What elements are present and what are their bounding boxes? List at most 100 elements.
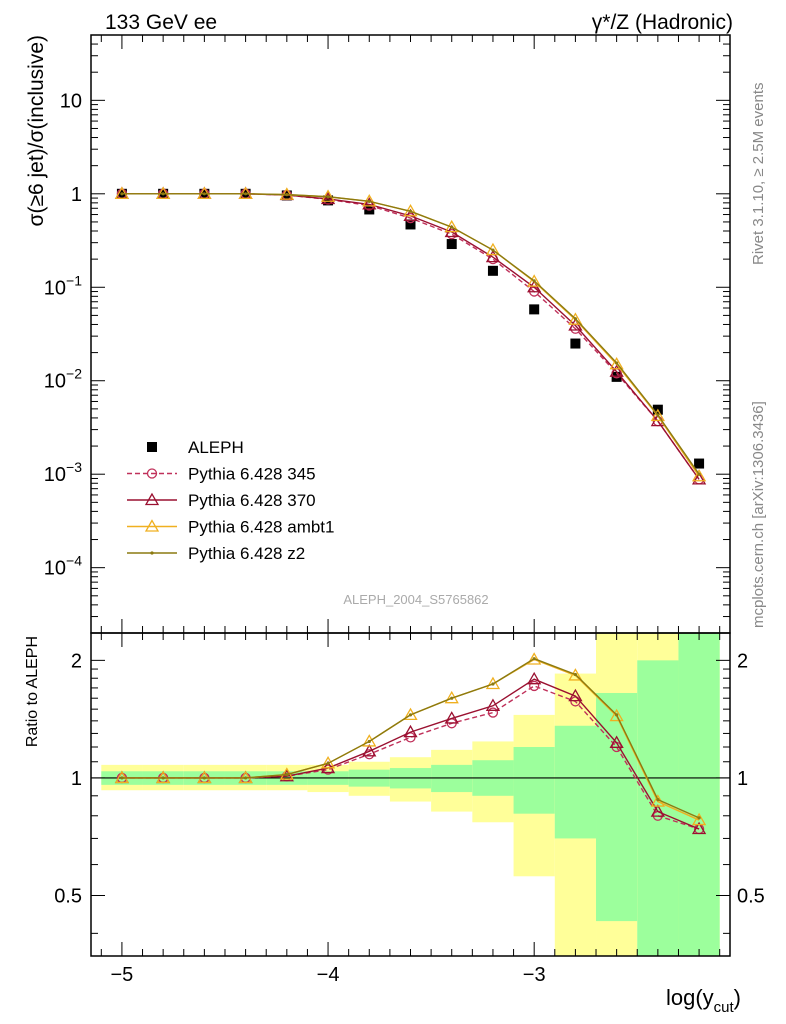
legend-marker-3 <box>144 519 160 532</box>
x-axis-label-sub: cut <box>714 999 735 1016</box>
ratio-point-3-5 <box>326 761 330 765</box>
main-point-4-13 <box>656 413 660 417</box>
legend-marker-2 <box>144 492 160 506</box>
ratio-point-2-0 <box>114 770 130 784</box>
legend-item-1: Pythia 6.428 345 <box>127 465 316 484</box>
ratio-point-3-9 <box>491 682 495 686</box>
ratio-point-1-13 <box>650 804 665 817</box>
main-point-4-9 <box>491 248 495 252</box>
main-point-2-9 <box>485 249 501 263</box>
main-series-3 <box>114 186 707 482</box>
main-ytick-label-2: 10−2 <box>44 366 82 393</box>
main-point-0-5 <box>323 195 334 206</box>
main-ytick-label-4: 1 <box>71 184 82 206</box>
legend: ALEPH Pythia 6.428 345 Pythia 6.428 370 Pyt… <box>127 438 334 563</box>
main-ytick-base: 10 <box>60 90 82 112</box>
legend-item-3: Pythia 6.428 ambt1 <box>127 518 334 537</box>
legend-label-0: ALEPH <box>188 438 244 457</box>
main-ytick-exponent: −2 <box>66 366 82 382</box>
band-inner-14 <box>678 633 720 956</box>
main-point-4-0 <box>120 192 124 196</box>
main-ytick-exponent: −1 <box>66 272 82 288</box>
legend-label-1: Pythia 6.428 345 <box>188 465 316 484</box>
main-series-0 <box>116 188 705 469</box>
ratio-ytick-label-right-0: 0.5 <box>737 886 765 908</box>
ratio-point-1-7 <box>403 724 418 738</box>
main-point-4-4 <box>285 193 289 197</box>
main-ytick-base: 10 <box>44 371 66 393</box>
ratio-ytick-label-left-0: 0.5 <box>54 886 82 908</box>
main-ytick-base: 10 <box>44 277 66 299</box>
ratio-point-3-7 <box>408 713 413 717</box>
ratio-point-3-2 <box>202 776 206 780</box>
main-point-0-8 <box>446 239 457 250</box>
analysis-id-label: ALEPH_2004_S5765862 <box>343 592 488 607</box>
main-point-3-12 <box>609 356 624 370</box>
ratio-point-2-9 <box>485 676 501 690</box>
ratio-point-2-14 <box>691 812 707 826</box>
ratio-point-1-12 <box>609 735 624 748</box>
main-ytick-label-5: 10 <box>60 90 82 112</box>
main-ytick-base: 10 <box>44 558 66 580</box>
main-point-4-12 <box>615 361 619 365</box>
ratio-point-3-10 <box>532 657 536 661</box>
ratio-point-2-2 <box>197 770 212 784</box>
ratio-series-layer <box>114 652 707 835</box>
x-tick-label-0: −5 <box>111 964 134 986</box>
main-ytick-exponent: −3 <box>66 459 82 475</box>
main-point-3-11 <box>568 312 583 325</box>
ratio-point-2-1 <box>156 770 171 784</box>
ratio-ytick-label-right-1: 1 <box>737 768 748 790</box>
main-y-axis-label: σ(≥6 jet)/σ(inclusive) <box>25 35 48 226</box>
main-point-0-14 <box>694 458 705 469</box>
legend-item-0: ALEPH <box>147 438 244 457</box>
legend-item-2: Pythia 6.428 370 <box>127 491 316 510</box>
main-point-3-10 <box>527 274 542 287</box>
main-ytick-label-1: 10−3 <box>44 459 82 486</box>
ratio-point-3-14 <box>697 816 701 820</box>
main-series-line-3 <box>121 193 700 477</box>
main-point-4-3 <box>243 192 248 196</box>
ratio-point-3-13 <box>656 798 660 802</box>
main-point-3-0 <box>114 186 130 199</box>
ratio-ytick-label-right-2: 2 <box>737 650 748 672</box>
ratio-point-2-6 <box>362 734 377 747</box>
legend-label-2: Pythia 6.428 370 <box>188 491 316 510</box>
main-point-0-12 <box>611 371 622 382</box>
ratio-point-1-6 <box>362 743 377 757</box>
ratio-point-3-11 <box>573 672 578 677</box>
band-inner-11 <box>554 725 597 839</box>
main-point-0-9 <box>487 265 498 276</box>
main-series-4 <box>120 192 701 476</box>
main-point-4-14 <box>697 472 701 476</box>
main-point-3-3 <box>238 186 253 199</box>
ratio-point-3-0 <box>120 776 124 780</box>
mcplots-label: mcplots.cern.ch [arXiv:1306.3436] <box>750 401 767 628</box>
main-series-line-4 <box>121 193 700 475</box>
ratio-y-axis-label: Ratio to ALEPH <box>24 636 41 747</box>
ratio-point-3-1 <box>161 776 165 780</box>
x-tick-label-2: −3 <box>523 964 546 986</box>
main-ytick-label-0: 10−4 <box>44 553 82 580</box>
main-point-2-5 <box>320 191 336 205</box>
ratio-point-1-11 <box>568 688 583 702</box>
main-point-0-10 <box>529 304 540 315</box>
main-series-line-1 <box>121 193 700 480</box>
main-point-4-11 <box>573 317 578 321</box>
ratio-series-3 <box>120 657 701 820</box>
ratio-point-1-8 <box>444 711 459 724</box>
beam-energy-label: 133 GeV ee <box>105 11 217 34</box>
main-ytick-exponent: −4 <box>66 553 82 569</box>
ratio-point-2-11 <box>568 668 583 681</box>
band-inner-10 <box>513 747 555 814</box>
main-point-2-6 <box>362 197 377 210</box>
main-point-4-2 <box>202 192 206 196</box>
legend-marker-4 <box>150 551 154 555</box>
legend-marker-1 <box>146 468 158 479</box>
x-tick-label-1: −4 <box>317 964 340 986</box>
main-point-4-6 <box>367 199 371 203</box>
ratio-ytick-label-left-1: 1 <box>71 768 82 790</box>
main-point-2-12 <box>609 364 624 377</box>
